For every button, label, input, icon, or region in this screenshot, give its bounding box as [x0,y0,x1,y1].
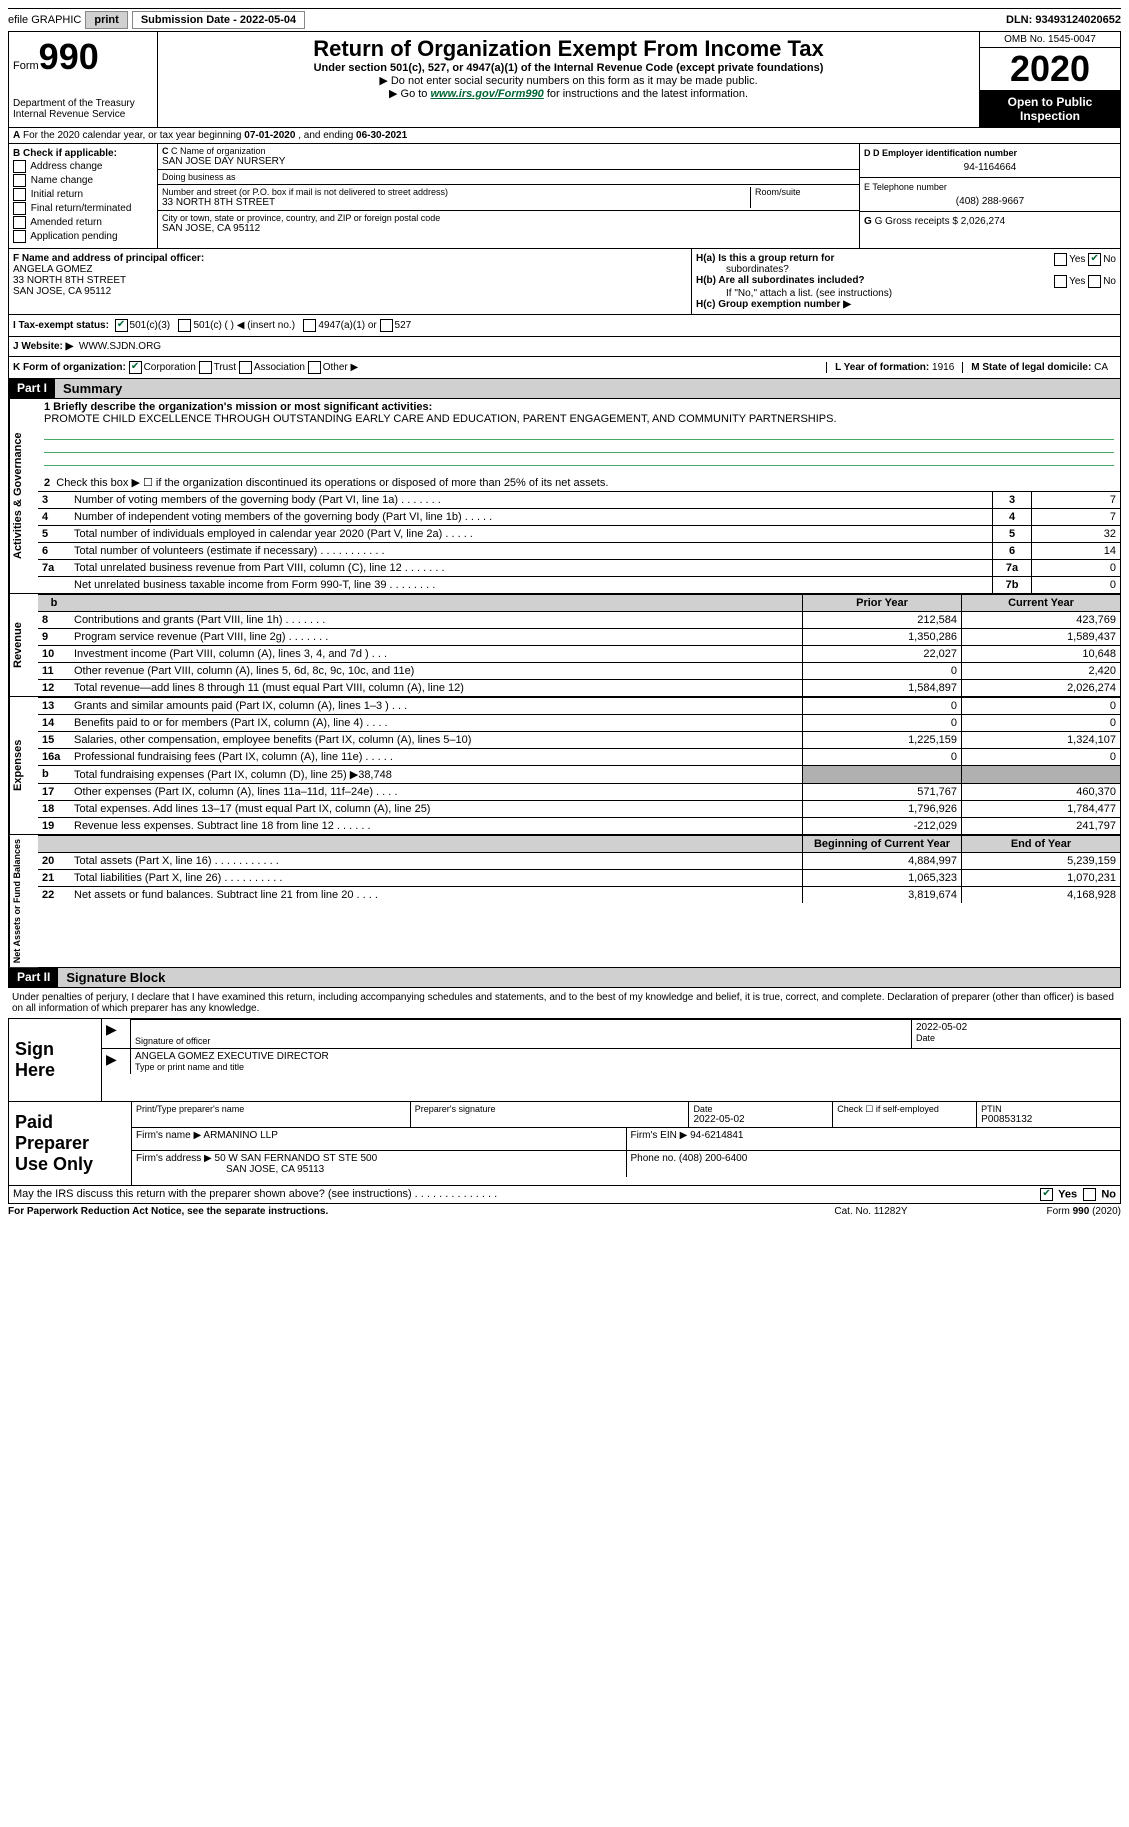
mission: PROMOTE CHILD EXCELLENCE THROUGH OUTSTAN… [44,413,837,425]
omb-no: OMB No. 1545-0047 [980,32,1120,47]
top-bar: efile GRAPHIC print Submission Date - 20… [8,8,1121,32]
assoc-checkbox[interactable] [239,361,252,374]
trust-checkbox[interactable] [199,361,212,374]
form-title: Return of Organization Exempt From Incom… [162,36,975,62]
tax-year: 2020 [980,47,1120,91]
efile-label: efile GRAPHIC [8,14,81,26]
submission-date: Submission Date - 2022-05-04 [132,11,305,29]
col-b: B Check if applicable: Address change Na… [9,144,158,248]
vtab-governance: Activities & Governance [9,399,38,593]
discuss-yes-checkbox[interactable] [1040,1188,1053,1201]
website-url: WWW.SJDN.ORG [79,341,161,352]
hb-no-checkbox[interactable] [1088,275,1101,288]
open-public: Open to Public Inspection [980,91,1120,127]
h-section: H(a) Is this a group return for subordin… [691,249,1120,314]
vtab-netassets: Net Assets or Fund Balances [9,835,38,967]
revenue-section: Revenue bPrior YearCurrent Year8Contribu… [8,594,1121,697]
colb-item[interactable]: Final return/terminated [13,202,153,215]
dba-row: Doing business as [158,170,859,185]
netassets-section: Net Assets or Fund Balances Beginning of… [8,835,1121,968]
officer-typed-name: ANGELA GOMEZ EXECUTIVE DIRECTOR [135,1051,1116,1062]
page-footer: For Paperwork Reduction Act Notice, see … [8,1204,1121,1217]
ha-yes-checkbox[interactable] [1054,253,1067,266]
dept-treasury: Department of the Treasury [13,98,153,109]
firm-name: ARMANINO LLP [203,1130,277,1141]
netassets-table: Beginning of Current YearEnd of Year20To… [38,835,1120,903]
501c3-checkbox[interactable] [115,319,128,332]
discuss-no-checkbox[interactable] [1083,1188,1096,1201]
governance-table: 3Number of voting members of the governi… [38,491,1120,593]
discuss-row: May the IRS discuss this return with the… [8,1186,1121,1204]
501c-checkbox[interactable] [178,319,191,332]
527-checkbox[interactable] [380,319,393,332]
section-a: A For the 2020 calendar year, or tax yea… [8,128,1121,144]
hb-yes-checkbox[interactable] [1054,275,1067,288]
phone-row: E Telephone number (408) 288-9667 [860,178,1120,212]
corp-checkbox[interactable] [129,361,142,374]
expenses-section: Expenses 13Grants and similar amounts pa… [8,697,1121,835]
expenses-table: 13Grants and similar amounts paid (Part … [38,697,1120,834]
irs: Internal Revenue Service [13,109,153,120]
part2-header: Part II Signature Block [8,968,1121,988]
tax-status-row: I Tax-exempt status: 501(c)(3) 501(c) ( … [8,315,1121,337]
instr-1: ▶ Do not enter social security numbers o… [162,74,975,87]
form-subtitle: Under section 501(c), 527, or 4947(a)(1)… [162,62,975,74]
declaration: Under penalties of perjury, I declare th… [8,988,1121,1018]
ein-row: D D Employer identification number 94-11… [860,144,1120,178]
preparer-label: Paid Preparer Use Only [9,1102,132,1185]
main-info: B Check if applicable: Address change Na… [8,144,1121,249]
sign-block: Sign Here ▶ Signature of officer 2022-05… [8,1018,1121,1102]
ein: 94-1164664 [864,162,1116,173]
part1-header: Part I Summary [8,379,1121,399]
principal-officer: F Name and address of principal officer:… [9,249,691,314]
phone: (408) 288-9667 [864,196,1116,207]
street-row: Number and street (or P.O. box if mail i… [158,185,859,211]
line1: 1 Briefly describe the organization's mi… [38,399,1120,427]
dln: DLN: 93493124020652 [1006,14,1121,26]
governance-section: Activities & Governance 1 Briefly descri… [8,399,1121,594]
vtab-revenue: Revenue [9,594,38,696]
website-row: J Website: ▶ WWW.SJDN.ORG [8,337,1121,357]
gross-row: G G Gross receipts $ 2,026,274 [860,212,1120,231]
header-left: Form990 Department of the Treasury Inter… [9,32,158,127]
preparer-block: Paid Preparer Use Only Print/Type prepar… [8,1102,1121,1186]
colb-item[interactable]: Initial return [13,188,153,201]
ha-no-checkbox[interactable] [1088,253,1101,266]
city-row: City or town, state or province, country… [158,211,859,236]
colb-item[interactable]: Application pending [13,230,153,243]
line2: 2 Check this box ▶ ☐ if the organization… [38,474,1120,491]
vtab-expenses: Expenses [9,697,38,834]
print-button[interactable]: print [85,11,127,29]
row-fh: F Name and address of principal officer:… [8,249,1121,315]
city: SAN JOSE, CA 95112 [162,223,855,234]
org-name-row: C C Name of organization SAN JOSE DAY NU… [158,144,859,170]
irs-link[interactable]: www.irs.gov/Form990 [430,88,543,100]
form-header: Form990 Department of the Treasury Inter… [8,32,1121,128]
org-name: SAN JOSE DAY NURSERY [162,156,855,167]
k-row: K Form of organization: Corporation Trus… [8,357,1121,379]
arrow-icon: ▶ [106,1021,117,1037]
colb-item[interactable]: Amended return [13,216,153,229]
street: 33 NORTH 8TH STREET [162,197,750,208]
gross-receipts: 2,026,274 [961,216,1006,227]
header-center: Return of Organization Exempt From Incom… [158,32,979,127]
col-c: C C Name of organization SAN JOSE DAY NU… [158,144,859,248]
sign-here-label: Sign Here [9,1019,102,1101]
revenue-table: bPrior YearCurrent Year8Contributions an… [38,594,1120,696]
4947-checkbox[interactable] [303,319,316,332]
colb-item[interactable]: Name change [13,174,153,187]
col-de: D D Employer identification number 94-11… [859,144,1120,248]
header-right: OMB No. 1545-0047 2020 Open to Public In… [979,32,1120,127]
colb-item[interactable]: Address change [13,160,153,173]
arrow-icon: ▶ [106,1051,117,1067]
instr-2: ▶ Go to www.irs.gov/Form990 for instruct… [162,87,975,100]
other-checkbox[interactable] [308,361,321,374]
